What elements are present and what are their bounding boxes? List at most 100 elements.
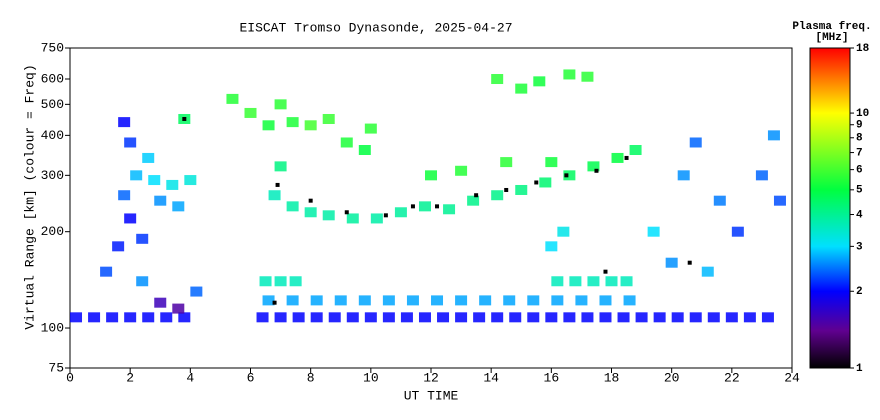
echo bbox=[611, 152, 624, 163]
echo bbox=[767, 130, 780, 141]
echo bbox=[557, 226, 570, 237]
echo bbox=[635, 312, 648, 323]
echo bbox=[259, 276, 272, 287]
echo bbox=[160, 312, 173, 323]
echo bbox=[172, 201, 185, 212]
echo bbox=[515, 184, 528, 195]
echo bbox=[322, 113, 335, 124]
echo bbox=[443, 204, 456, 215]
y-tick-label: 600 bbox=[41, 71, 64, 86]
echo bbox=[274, 276, 287, 287]
chart-title: EISCAT Tromso Dynasonde, 2025-04-27 bbox=[239, 20, 512, 35]
marker bbox=[182, 116, 187, 121]
echo bbox=[689, 137, 702, 148]
echo bbox=[304, 207, 317, 218]
echo bbox=[623, 295, 636, 306]
marker bbox=[275, 182, 280, 187]
x-tick-label: 10 bbox=[363, 370, 379, 385]
echo bbox=[286, 295, 299, 306]
echo bbox=[130, 170, 143, 181]
echo bbox=[118, 190, 131, 201]
echo bbox=[533, 76, 546, 87]
echo bbox=[400, 312, 413, 323]
echo bbox=[244, 107, 257, 118]
x-tick-label: 4 bbox=[186, 370, 194, 385]
echo bbox=[527, 312, 540, 323]
echo bbox=[455, 312, 468, 323]
colorbar-tick-label: 4 bbox=[856, 209, 863, 221]
echo bbox=[124, 213, 137, 224]
echo bbox=[136, 276, 149, 287]
echo bbox=[653, 312, 666, 323]
x-tick-label: 20 bbox=[664, 370, 680, 385]
echo bbox=[437, 312, 450, 323]
echo bbox=[346, 312, 359, 323]
marker bbox=[624, 155, 629, 160]
y-tick-label: 400 bbox=[41, 128, 64, 143]
data-layer bbox=[70, 69, 786, 323]
echo bbox=[500, 157, 513, 168]
colorbar-label: [MHz] bbox=[815, 32, 848, 44]
echo bbox=[551, 295, 564, 306]
echo bbox=[761, 312, 774, 323]
echo bbox=[491, 312, 504, 323]
echo bbox=[142, 152, 155, 163]
echo bbox=[509, 312, 522, 323]
echo bbox=[346, 213, 359, 224]
echo bbox=[88, 312, 101, 323]
echo bbox=[289, 276, 302, 287]
echo bbox=[587, 161, 600, 172]
echo bbox=[136, 233, 149, 244]
echo bbox=[166, 179, 179, 190]
echo bbox=[425, 170, 437, 181]
colorbar bbox=[809, 47, 851, 369]
x-axis-label: UT TIME bbox=[404, 388, 459, 403]
echo bbox=[473, 312, 486, 323]
echo bbox=[431, 295, 444, 306]
y-tick-label: 750 bbox=[41, 40, 64, 55]
echo bbox=[334, 295, 347, 306]
echo bbox=[124, 312, 137, 323]
echo bbox=[515, 83, 528, 94]
echo bbox=[106, 312, 119, 323]
echo bbox=[292, 312, 305, 323]
echo bbox=[569, 276, 582, 287]
echo bbox=[418, 312, 431, 323]
marker bbox=[504, 187, 509, 192]
echo bbox=[581, 71, 594, 82]
x-tick-label: 0 bbox=[66, 370, 74, 385]
echo bbox=[665, 257, 678, 268]
colorbar-tick-label: 9 bbox=[856, 120, 863, 132]
echo bbox=[491, 74, 504, 85]
marker bbox=[383, 213, 388, 218]
echo bbox=[689, 312, 702, 323]
marker bbox=[687, 260, 692, 265]
echo bbox=[154, 297, 167, 308]
echo bbox=[773, 195, 786, 206]
x-tick-label: 14 bbox=[483, 370, 499, 385]
echo bbox=[755, 170, 768, 181]
echo bbox=[190, 286, 203, 297]
x-tick-label: 12 bbox=[423, 370, 439, 385]
colorbar-tick-label: 10 bbox=[856, 108, 869, 120]
echo bbox=[382, 312, 395, 323]
colorbar-tick-label: 2 bbox=[856, 286, 863, 298]
echo bbox=[310, 295, 323, 306]
colorbar-tick-label: 5 bbox=[856, 185, 863, 197]
echo bbox=[707, 312, 720, 323]
echo bbox=[467, 195, 480, 206]
echo bbox=[587, 276, 600, 287]
echo bbox=[563, 312, 576, 323]
colorbar-tick-label: 8 bbox=[856, 133, 863, 145]
echo bbox=[178, 312, 191, 323]
y-tick-label: 500 bbox=[41, 97, 64, 112]
x-tick-label: 2 bbox=[126, 370, 134, 385]
echo bbox=[268, 190, 281, 201]
y-tick-label: 75 bbox=[48, 360, 64, 375]
echo bbox=[605, 276, 618, 287]
echo bbox=[743, 312, 756, 323]
x-tick-label: 18 bbox=[604, 370, 620, 385]
y-tick-label: 300 bbox=[41, 168, 64, 183]
echo bbox=[304, 120, 317, 131]
